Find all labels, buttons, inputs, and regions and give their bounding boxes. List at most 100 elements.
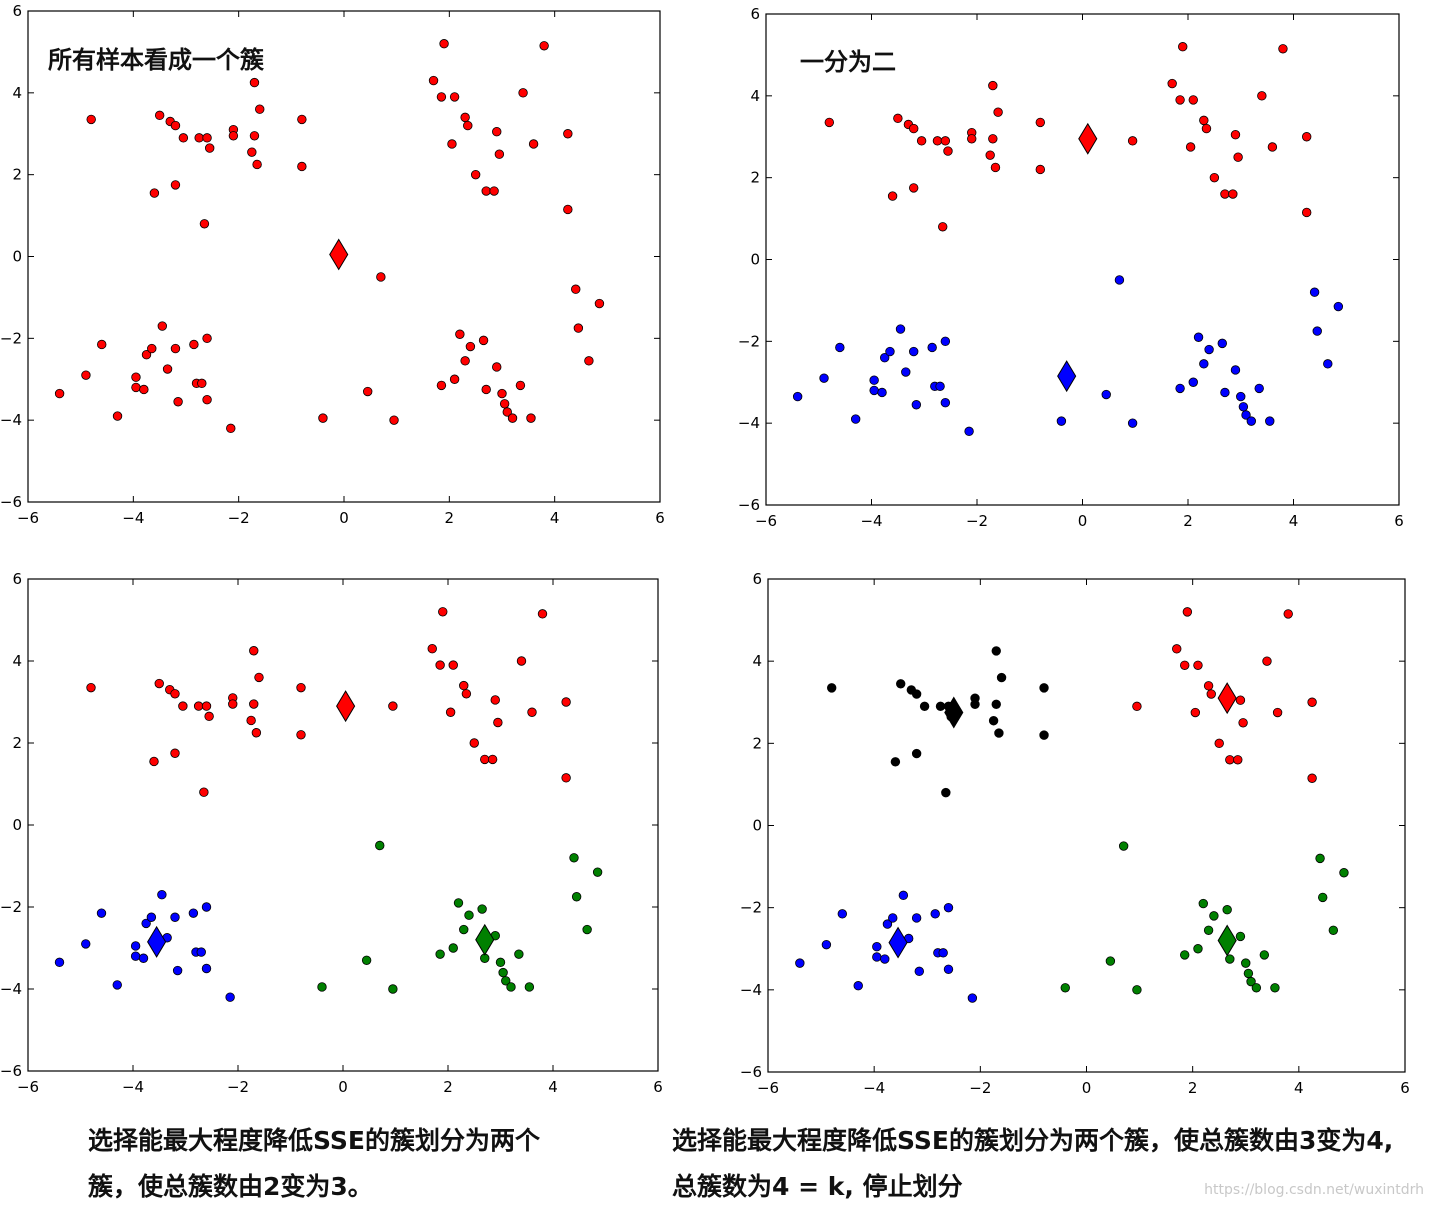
data-point-red	[470, 169, 481, 180]
data-point-red	[967, 134, 977, 144]
data-point-red	[131, 372, 141, 382]
data-point-red	[199, 219, 210, 229]
data-point-red	[1206, 689, 1216, 699]
data-point-red	[487, 754, 498, 765]
data-point-green	[1105, 956, 1116, 966]
y-tick-label: −6	[738, 496, 760, 514]
data-point-red	[499, 399, 510, 409]
chart-title: 一分为二	[800, 48, 896, 76]
data-point-green	[1243, 968, 1254, 979]
data-point-red	[318, 413, 328, 423]
data-point-red	[388, 701, 398, 711]
x-tick-label: −6	[757, 1079, 779, 1097]
data-point-blue	[1056, 416, 1067, 426]
data-point-blue	[1333, 301, 1344, 312]
data-point-blue	[909, 346, 919, 357]
data-point-red	[447, 139, 457, 149]
data-point-blue	[1323, 359, 1333, 369]
data-point-blue	[1114, 275, 1125, 285]
data-point-red	[1301, 207, 1312, 218]
data-point-black	[991, 699, 1001, 710]
data-point-red	[490, 695, 500, 705]
y-tick-label: 0	[752, 817, 762, 835]
data-point-red	[940, 136, 951, 146]
data-point-red	[170, 180, 181, 190]
x-tick-label: 6	[655, 509, 665, 527]
data-point-red	[527, 707, 537, 717]
data-point-blue	[172, 965, 183, 976]
x-tick-label: 4	[1289, 512, 1299, 530]
y-tick-label: 6	[752, 570, 762, 588]
data-point-red	[170, 689, 180, 699]
data-point-red	[228, 131, 239, 141]
data-point-green	[1235, 931, 1246, 942]
y-tick-label: 4	[752, 652, 762, 670]
data-point-red	[459, 680, 469, 691]
data-point-green	[506, 982, 516, 992]
data-point-red	[909, 123, 919, 134]
data-point-red	[993, 107, 1003, 117]
data-point-red	[389, 415, 399, 425]
data-point-red	[1172, 644, 1182, 654]
data-point-blue	[1246, 416, 1257, 426]
data-point-red	[909, 183, 919, 193]
data-point-red	[563, 204, 573, 215]
y-tick-label: −2	[0, 898, 22, 916]
panel-1: −6 −4 −2 0 2 4 6 −6 −4 −2 0 2 4 6 所有样本看成一个簇	[0, 2, 665, 527]
data-point-green	[495, 957, 506, 968]
data-point-red	[246, 715, 256, 726]
data-point-green	[498, 967, 508, 978]
x-tick-label: 0	[1082, 1079, 1092, 1097]
data-point-red	[81, 370, 91, 380]
data-point-black	[1039, 730, 1049, 740]
y-tick-label: −6	[0, 1062, 22, 1080]
data-point-red	[249, 646, 259, 656]
data-point-red	[1283, 609, 1293, 619]
panel-2: −6 −4 −2 0 2 4 6 −6 −4 −2 0 2 4 6 一分为二	[738, 5, 1404, 530]
x-tick-label: −2	[227, 1078, 249, 1096]
data-point-blue	[872, 952, 882, 962]
data-point-red	[1230, 130, 1241, 140]
x-tick-label: −6	[17, 509, 39, 527]
caption-right: 选择能最大程度降低SSE的簇划分为两个簇，使总簇数由3变为4, 总簇数为4 = …	[672, 1118, 1393, 1210]
data-point-blue	[821, 939, 832, 950]
data-point-blue	[201, 902, 212, 912]
data-point-blue	[1238, 402, 1249, 412]
data-point-red	[252, 159, 262, 170]
data-point-red	[1188, 95, 1198, 105]
x-tick-label: −6	[17, 1078, 39, 1096]
data-point-red	[86, 682, 96, 693]
data-point-red	[990, 162, 1001, 173]
data-point-red	[1175, 95, 1185, 105]
y-tick-label: 6	[12, 570, 22, 588]
data-point-red	[201, 701, 212, 711]
data-point-blue	[1193, 332, 1204, 342]
data-point-green	[1315, 853, 1325, 864]
data-point-red	[943, 146, 953, 156]
data-point-red	[247, 147, 257, 157]
data-point-green	[571, 892, 582, 902]
data-point-red	[199, 787, 209, 797]
data-point-red	[539, 41, 549, 51]
data-point-blue	[1204, 344, 1214, 355]
data-point-blue	[964, 426, 974, 437]
x-tick-label: −2	[228, 509, 250, 527]
data-point-red	[1267, 142, 1278, 152]
x-tick-label: −2	[969, 1079, 991, 1097]
data-point-green	[464, 910, 474, 920]
data-point-blue	[81, 939, 91, 949]
data-point-red	[251, 728, 262, 738]
y-tick-label: 2	[12, 166, 22, 184]
data-point-red	[561, 773, 571, 783]
data-point-red	[480, 754, 490, 765]
data-point-red	[561, 697, 571, 707]
data-point-red	[204, 143, 215, 153]
data-point-red	[194, 133, 204, 143]
data-point-blue	[1127, 418, 1138, 428]
data-point-blue	[879, 353, 890, 363]
data-point-red	[249, 77, 260, 88]
data-point-green	[582, 924, 592, 935]
x-tick-label: 0	[338, 1078, 348, 1096]
data-point-blue	[872, 941, 882, 952]
data-point-blue	[1220, 387, 1230, 398]
